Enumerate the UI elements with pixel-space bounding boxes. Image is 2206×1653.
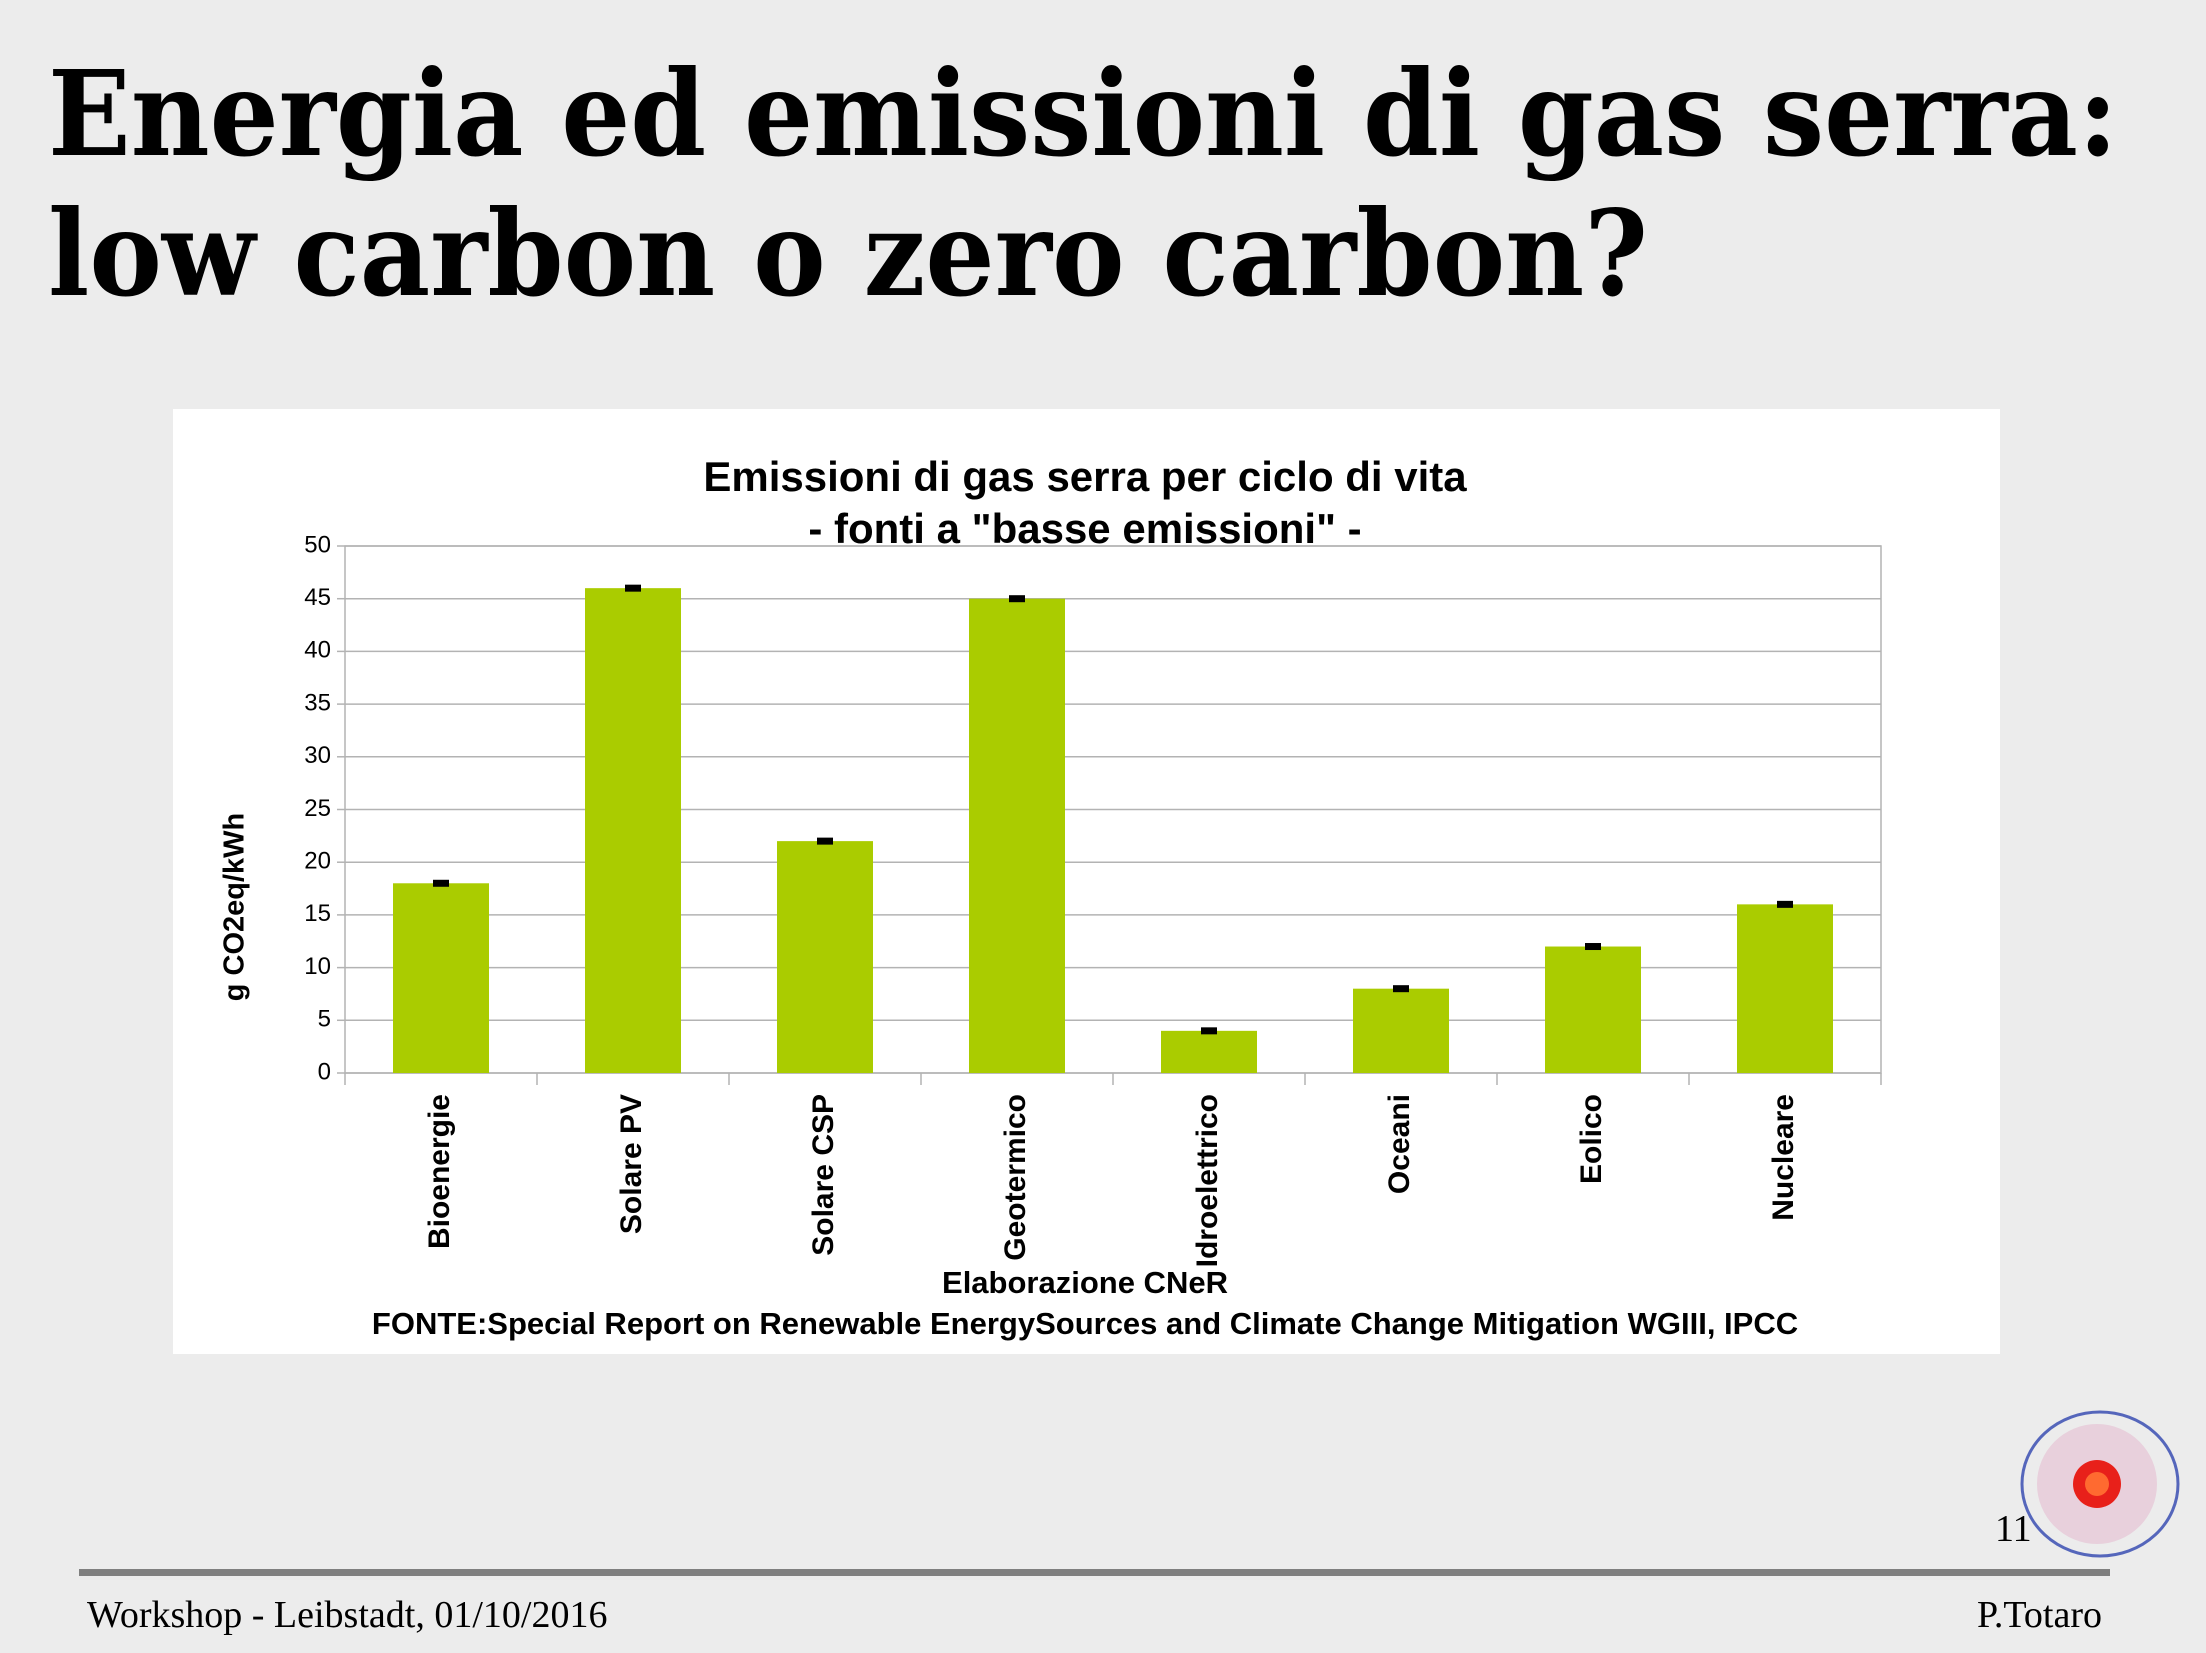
footer-left: Workshop - Leibstadt, 01/10/2016: [87, 1594, 607, 1636]
y-tick-label: 40: [304, 637, 331, 664]
y-tick-label: 15: [304, 900, 331, 927]
bar-cap: [1201, 1027, 1217, 1035]
slide-title: Energia ed emissioni di gas serra:: [48, 44, 2118, 183]
bar: [777, 841, 873, 1073]
bar: [1161, 1030, 1257, 1073]
slide-title: low carbon o zero carbon?: [48, 184, 1648, 323]
y-tick-label: 35: [304, 689, 331, 716]
y-tick-label: 5: [318, 1006, 331, 1033]
y-tick-label: 20: [304, 848, 331, 875]
bar-cap: [1393, 985, 1409, 993]
x-tick-label: Bioenergie: [423, 1094, 456, 1249]
x-tick-label: Idroelettrico: [1191, 1094, 1224, 1267]
x-tick-label: Eolico: [1575, 1094, 1608, 1184]
y-tick-label: 30: [304, 742, 331, 769]
y-tick-label: 0: [318, 1058, 331, 1085]
x-tick-label: Geotermico: [999, 1094, 1032, 1261]
logo: [2020, 1410, 2180, 1558]
y-tick-label: 10: [304, 953, 331, 980]
chart-title: Emissioni di gas serra per ciclo di vita: [703, 453, 1467, 500]
x-tick-label: Solare PV: [615, 1094, 648, 1234]
bar-cap: [817, 837, 833, 845]
bar-cap: [433, 879, 449, 887]
y-tick-label: 25: [304, 795, 331, 822]
x-tick-label: Oceani: [1383, 1094, 1416, 1194]
footer-right: P.Totaro: [1977, 1594, 2102, 1636]
y-axis-title: g CO2eq/kWh: [219, 813, 251, 1002]
x-axis-title: Elaborazione CNeR: [942, 1265, 1228, 1300]
chart-panel: [173, 409, 2000, 1354]
bar-cap: [625, 584, 641, 592]
y-tick-label: 50: [304, 531, 331, 558]
bar-cap: [1009, 595, 1025, 603]
y-tick-label: 45: [304, 584, 331, 611]
source-note: FONTE:Special Report on Renewable Energy…: [372, 1306, 1798, 1341]
bar-cap: [1585, 943, 1601, 951]
x-tick-label: Nucleare: [1767, 1094, 1800, 1221]
footer-rule: [79, 1569, 2110, 1576]
bar: [1737, 904, 1833, 1073]
bar: [585, 588, 681, 1073]
bar: [1353, 988, 1449, 1073]
bar-cap: [1777, 900, 1793, 908]
page-number: 11: [1995, 1508, 2032, 1550]
x-tick-label: Solare CSP: [807, 1094, 840, 1256]
chart-subtitle: - fonti a "basse emissioni" -: [808, 505, 1361, 552]
bar: [393, 883, 489, 1073]
bar: [1545, 946, 1641, 1073]
bar: [969, 598, 1065, 1073]
